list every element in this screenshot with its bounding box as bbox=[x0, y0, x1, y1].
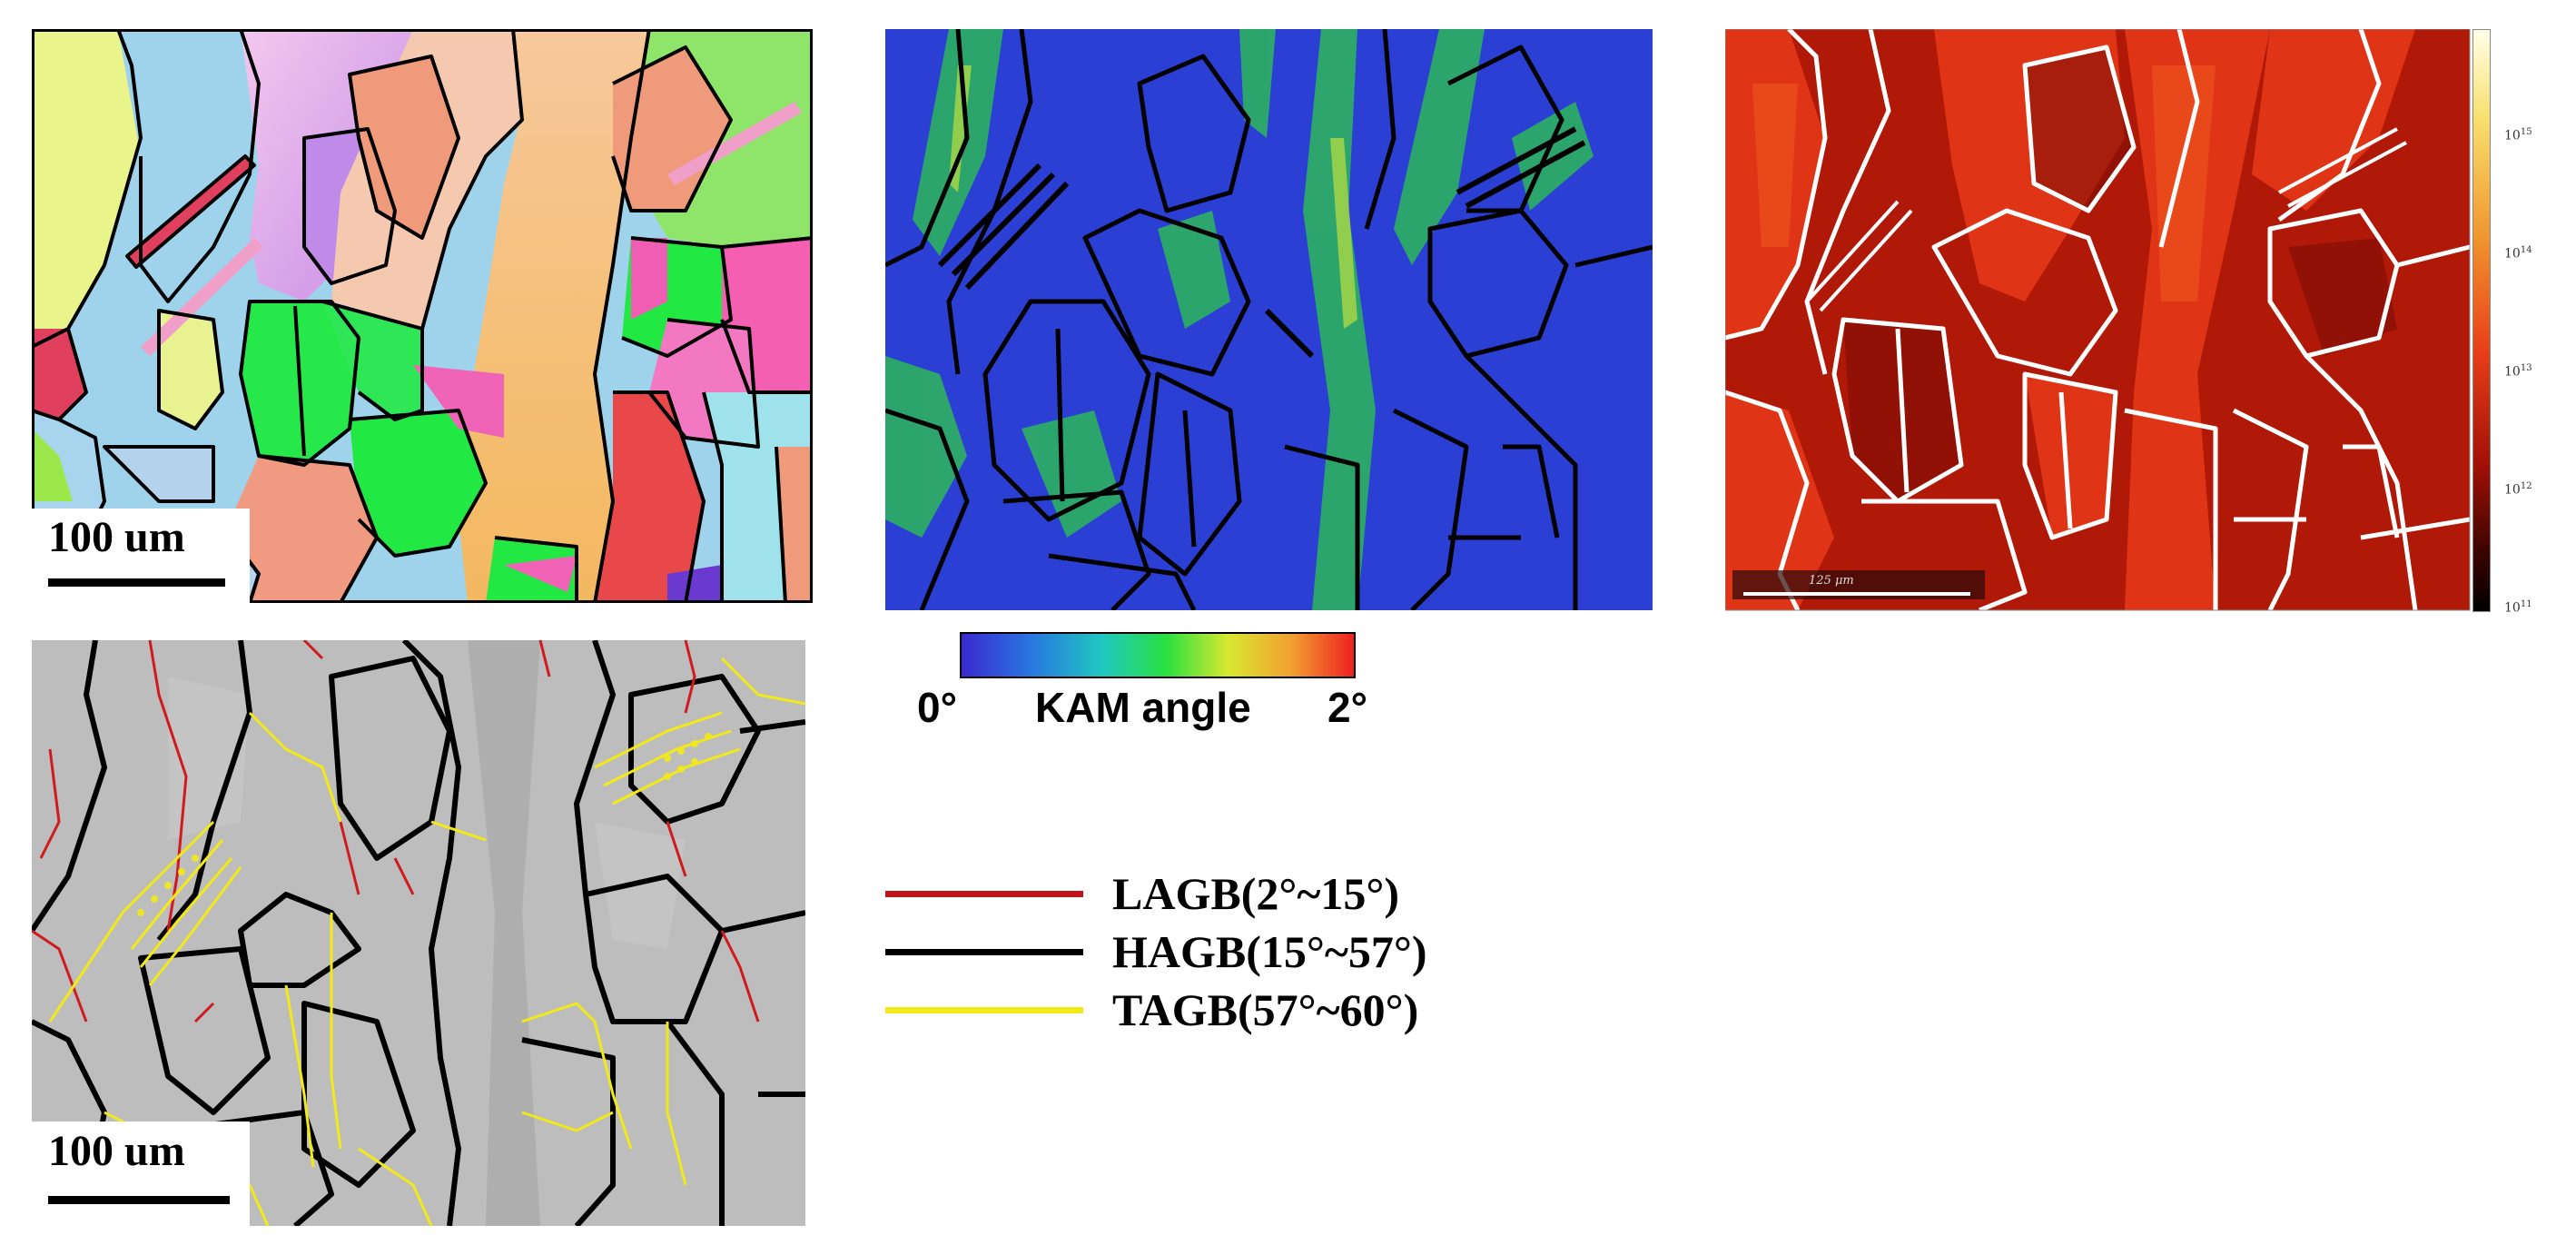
kam-map bbox=[885, 29, 1653, 610]
kam-colorbar-min-label: 0° bbox=[917, 684, 957, 731]
grain-boundary-map: 100 um bbox=[32, 640, 805, 1226]
boundary-scale-bar bbox=[48, 1196, 230, 1204]
boundary-drawing bbox=[32, 640, 805, 1226]
gnd-colorbar-tick-14: 1014 bbox=[2504, 245, 2532, 262]
kam-grain-drawing bbox=[885, 29, 1653, 610]
ipf-scale-bar-label: 100 um bbox=[48, 513, 185, 561]
gnd-scale-bar bbox=[1743, 592, 1970, 596]
ipf-grain-drawing bbox=[32, 29, 813, 603]
ipf-scale-bar-box bbox=[32, 509, 250, 603]
lagb-swatch bbox=[885, 891, 1083, 897]
gnd-colorbar-tick-15: 1015 bbox=[2504, 127, 2532, 143]
gnd-density-map: 125 μm bbox=[1725, 29, 2502, 619]
gnd-colorbar-tick-11: 1011 bbox=[2504, 599, 2532, 616]
gnd-grain-drawing bbox=[1725, 29, 2502, 619]
gnd-colorbar-tick-13: 1013 bbox=[2504, 363, 2532, 380]
tagb-swatch bbox=[885, 1007, 1083, 1013]
gnd-scale-bar-label: 125 μm bbox=[1809, 574, 1854, 588]
kam-colorbar bbox=[960, 632, 1356, 678]
gnd-colorbar-tick-12: 1012 bbox=[2504, 481, 2532, 498]
hagb-label: HAGB(15°~57°) bbox=[1112, 926, 1427, 977]
lagb-label: LAGB(2°~15°) bbox=[1112, 868, 1399, 919]
gnd-colorbar bbox=[2472, 29, 2491, 612]
boundary-scale-bar-box bbox=[32, 1121, 250, 1226]
kam-colorbar-max-label: 2° bbox=[1327, 684, 1367, 731]
boundary-scale-bar-label: 100 um bbox=[48, 1127, 185, 1175]
hagb-swatch bbox=[885, 949, 1083, 955]
tagb-label: TAGB(57°~60°) bbox=[1112, 984, 1419, 1035]
ipf-scale-bar bbox=[48, 578, 225, 587]
ipf-orientation-map: 100 um bbox=[32, 29, 813, 603]
kam-colorbar-title: KAM angle bbox=[1035, 684, 1251, 731]
